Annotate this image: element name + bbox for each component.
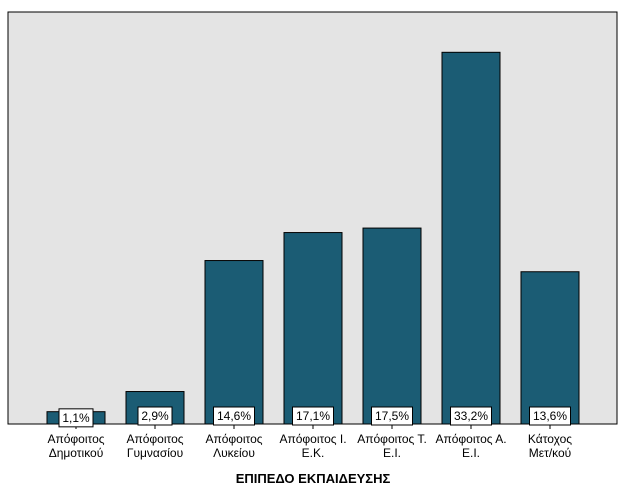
data-label: 17,5% bbox=[371, 406, 413, 426]
data-label: 2,9% bbox=[137, 406, 173, 426]
data-label-text: 2,9% bbox=[141, 409, 169, 423]
x-axis-label: ΕΠΙΠΕΔΟ ΕΚΠΑΙΔΕΥΣΗΣ bbox=[236, 471, 391, 486]
bar bbox=[441, 51, 501, 425]
x-tick-label: Απόφοιτος Α. Ε.Ι. bbox=[435, 432, 506, 460]
data-label-box bbox=[371, 406, 413, 426]
bar bbox=[520, 271, 580, 425]
data-label-text: 13,6% bbox=[533, 409, 567, 423]
data-label-text: 1,1% bbox=[62, 411, 90, 425]
data-label: 13,6% bbox=[529, 406, 571, 426]
bar bbox=[204, 260, 264, 425]
data-label-text: 17,1% bbox=[296, 409, 330, 423]
x-tick-label: Απόφοιτος Λυκείου bbox=[205, 432, 262, 460]
x-tick-label: Απόφοιτος Δημοτικού bbox=[47, 432, 104, 460]
data-label-box bbox=[137, 406, 173, 426]
data-label-box bbox=[292, 406, 334, 426]
data-label: 17,1% bbox=[292, 406, 334, 426]
x-tick-label: Απόφοιτος Γυμνασίου bbox=[126, 432, 183, 460]
data-label: 1,1% bbox=[58, 408, 94, 428]
x-tick-label: Απόφοιτος Ι. Ε.Κ. bbox=[279, 432, 346, 460]
data-label-text: 17,5% bbox=[375, 409, 409, 423]
x-tick-label: Κάτοχος Μετ/κού bbox=[528, 432, 572, 460]
x-tick-label: Απόφοιτος Τ. Ε.Ι. bbox=[357, 432, 427, 460]
data-label-box bbox=[213, 406, 255, 426]
data-label-box bbox=[529, 406, 571, 426]
data-label: 33,2% bbox=[450, 406, 492, 426]
bar bbox=[362, 227, 422, 425]
data-label-text: 33,2% bbox=[454, 409, 488, 423]
data-label-box bbox=[58, 408, 94, 428]
data-label-box bbox=[450, 406, 492, 426]
data-label-text: 14,6% bbox=[217, 409, 251, 423]
data-label: 14,6% bbox=[213, 406, 255, 426]
bar bbox=[283, 232, 343, 425]
